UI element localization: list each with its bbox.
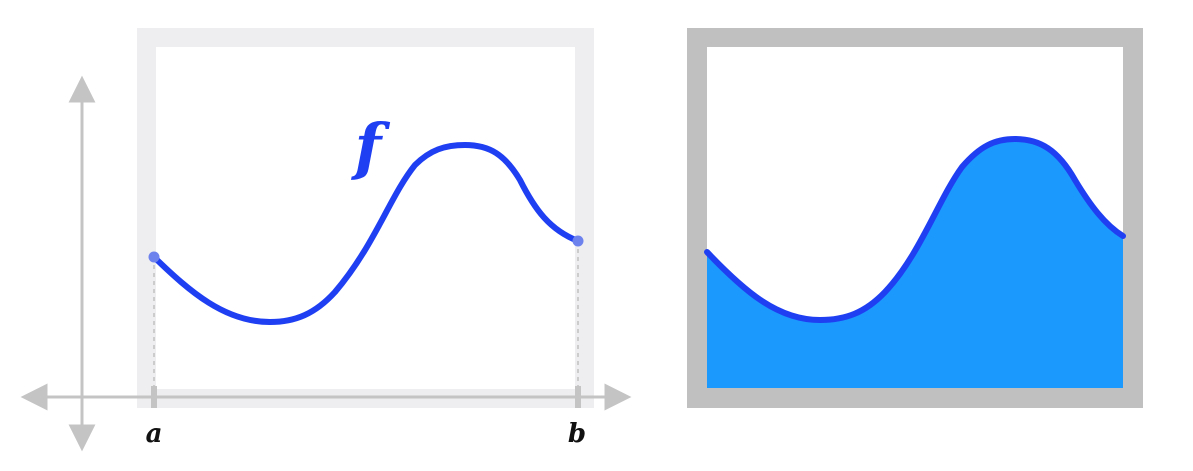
tick-a [151,386,157,408]
right-panel [687,28,1143,408]
x-label-a: a [146,419,163,449]
area-under-curve [707,139,1123,388]
area-curve-outline [704,135,1126,324]
endpoint-a-dot [148,251,160,263]
endpoint-b-dot [572,235,584,247]
left-panel-canvas [156,47,575,389]
tick-b [575,386,581,408]
function-curve [151,141,581,326]
left-panel: f a b [20,28,632,452]
x-label-b: b [568,419,586,449]
